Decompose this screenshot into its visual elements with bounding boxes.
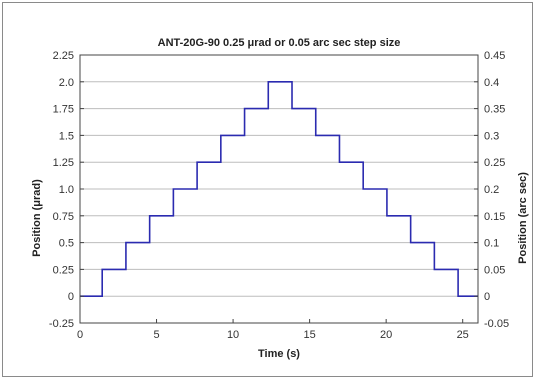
x-axis-label: Time (s) (258, 348, 300, 360)
y2-tick-label: 0.1 (484, 238, 499, 250)
x-tick-label: 15 (303, 329, 315, 341)
y2-tick-label: 0.4 (484, 77, 499, 89)
x-tick-label: 10 (227, 329, 239, 341)
y2-tick-label: 0.2 (484, 184, 499, 196)
y-tick-label: 0.25 (53, 264, 74, 276)
y-tick-label: -0.25 (49, 318, 74, 330)
y2-tick-label: 0.35 (484, 104, 505, 116)
y-tick-label: 0.5 (59, 238, 74, 250)
x-tick-label: 25 (457, 329, 469, 341)
y2-tick-label: 0.45 (484, 50, 505, 62)
series-line (80, 81, 478, 298)
y-tick-label: 0 (68, 291, 74, 303)
y-tick-label: 1.25 (53, 157, 74, 169)
x-tick-label: 5 (153, 329, 159, 341)
y-tick-label: 1.75 (53, 104, 74, 116)
y2-tick-label: 0 (484, 291, 490, 303)
tick-layer: -0.2500.250.50.751.01.251.51.752.02.25-0… (49, 50, 509, 341)
y2-tick-label: 0.15 (484, 211, 505, 223)
y-tick-label: 1.5 (59, 130, 74, 142)
y-axis-label: Position (μrad) (31, 179, 43, 257)
y-tick-label: 0.75 (53, 211, 74, 223)
y2-tick-label: 0.25 (484, 157, 505, 169)
y2-tick-label: 0.05 (484, 264, 505, 276)
y2-axis-label: Position (arc sec) (517, 172, 529, 264)
chart-title: ANT-20G-90 0.25 μrad or 0.05 arc sec ste… (158, 37, 401, 49)
y-tick-label: 1.0 (59, 184, 74, 196)
x-tick-label: 0 (77, 329, 83, 341)
grid-lines (80, 81, 478, 297)
x-tick-label: 20 (380, 329, 392, 341)
y-tick-label: 2.0 (59, 77, 74, 89)
series-layer (80, 81, 478, 298)
y-tick-label: 2.25 (53, 50, 74, 62)
y2-tick-label: -0.05 (484, 318, 509, 330)
y2-tick-label: 0.3 (484, 130, 499, 142)
